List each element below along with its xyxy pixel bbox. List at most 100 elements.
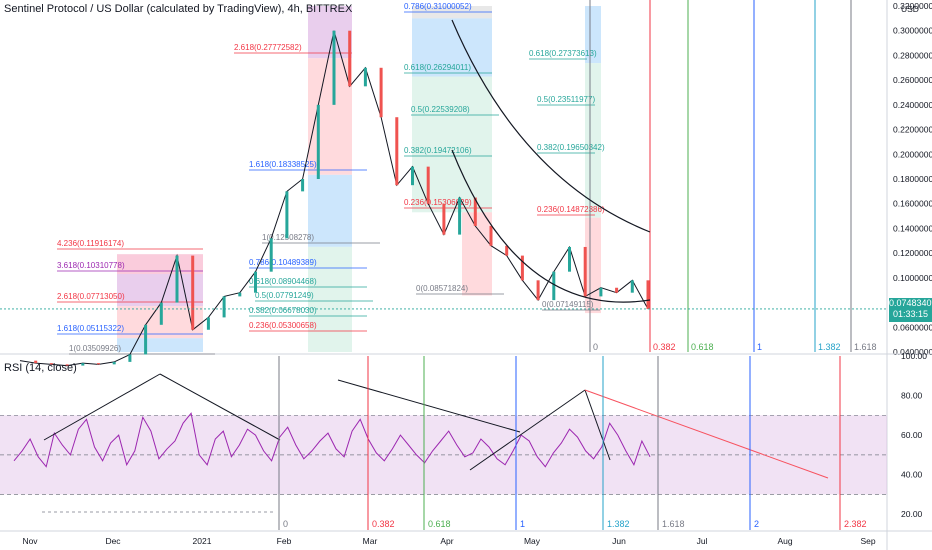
rsi-trend-line	[584, 389, 611, 461]
price-candle	[285, 191, 289, 239]
fib-zone	[585, 6, 601, 64]
fib-level-label: 4.236(0.11916174)	[57, 239, 124, 248]
time-tick-label: Feb	[277, 536, 292, 546]
time-tick-label: Nov	[22, 536, 38, 546]
fib-level-label: 0.382(0.19650342)	[537, 143, 605, 152]
fib-level-label: 1.618(0.18338525)	[249, 160, 317, 169]
rsi-fib-time-label: 2.382	[844, 519, 867, 529]
price-candle	[238, 292, 242, 297]
fib-level-label: 0.786(0.31000052)	[404, 2, 472, 11]
price-candle	[316, 104, 320, 179]
rsi-fib-time-label: 1.618	[662, 519, 685, 529]
fib-level-label: 0.618(0.27373613)	[529, 49, 597, 58]
fib-level-label: 0.236(0.05300658)	[249, 321, 317, 330]
rsi-tick-label: 60.00	[901, 430, 923, 440]
rsi-trend-line	[469, 389, 586, 471]
fib-zone	[412, 76, 492, 213]
time-tick-label: Dec	[105, 536, 121, 546]
rsi-tick-label: 80.00	[901, 391, 923, 401]
price-candle	[144, 324, 148, 355]
price-candle	[269, 238, 273, 272]
price-candle	[128, 354, 132, 362]
fib-level-label: 0.382(0.06678030)	[249, 306, 317, 315]
price-candle	[112, 361, 116, 365]
fib-level-label: 0.5(0.23511977)	[537, 95, 595, 104]
time-tick-label: Jul	[697, 536, 708, 546]
fib-level-label: 3.618(0.10310778)	[57, 261, 125, 270]
rsi-tick-label: 100.00	[901, 351, 927, 361]
price-candle	[489, 225, 493, 246]
rsi-fib-time-label: 0.618	[428, 519, 451, 529]
fib-time-label: 1.618	[854, 342, 877, 352]
price-candle	[222, 296, 226, 318]
last-price-value: 0.07483409	[889, 298, 932, 308]
price-candle	[65, 364, 69, 366]
price-candle	[426, 166, 430, 204]
price-candle	[615, 287, 619, 293]
trend-arc-lower	[451, 149, 651, 303]
price-candle	[34, 360, 38, 364]
fib-level-label: 1(0.03509926)	[69, 344, 121, 353]
rsi-title: RSI (14, close)	[4, 362, 77, 374]
fib-level-label: 0.618(0.26294011)	[404, 63, 471, 72]
rsi-trend-line	[159, 373, 281, 441]
fib-level-label: 0.382(0.19472106)	[404, 146, 472, 155]
fib-level-label: 0(0.08571824)	[416, 284, 468, 293]
fib-level-label: 0.618(0.08904468)	[249, 277, 317, 286]
price-candle	[646, 280, 650, 309]
price-candle	[458, 197, 462, 235]
price-candle	[332, 30, 336, 105]
time-tick-label: Jun	[612, 536, 626, 546]
price-candle	[568, 246, 571, 272]
price-candle	[536, 280, 540, 301]
price-candle	[442, 203, 446, 235]
price-candle	[49, 363, 53, 365]
price-candle	[159, 302, 163, 325]
fib-zone	[117, 254, 203, 275]
price-candle	[81, 363, 85, 366]
fib-level-label: 2.618(0.27772582)	[234, 43, 302, 52]
time-tick-label: Apr	[440, 536, 453, 546]
time-tick-label: Aug	[777, 536, 792, 546]
price-candle	[379, 67, 383, 118]
time-tick-label: Mar	[363, 536, 378, 546]
price-candle	[583, 246, 587, 297]
fib-level-label: 0.236(0.15306029)	[404, 198, 472, 207]
fib-zone	[462, 212, 492, 296]
rsi-trend-line	[43, 373, 161, 441]
price-candle	[191, 255, 195, 330]
price-line	[19, 30, 649, 367]
price-tick-label: 0.04000000	[893, 347, 932, 357]
fib-zone	[412, 18, 492, 77]
price-candle	[395, 117, 399, 186]
currency-label: USD	[901, 4, 919, 14]
fib-zone	[308, 58, 352, 175]
price-candle	[552, 271, 556, 301]
fib-level-label: 0.5(0.07791249)	[255, 291, 314, 300]
fib-zone	[585, 217, 601, 314]
price-candle	[301, 179, 305, 192]
fib-level-label: 0.786(0.10489389)	[249, 258, 317, 267]
fib-time-label: 1	[757, 342, 762, 352]
fib-time-label: 0.618	[691, 342, 714, 352]
price-candle	[411, 166, 414, 186]
price-candle	[473, 197, 477, 226]
fib-level-label: 0(0.07149115)	[542, 300, 594, 309]
price-candle	[206, 317, 210, 330]
price-candle	[363, 67, 367, 87]
fib-level-label: 1.618(0.05115322)	[57, 324, 124, 333]
rsi-fib-time-label: 2	[754, 519, 759, 529]
price-candle	[630, 280, 634, 293]
rsi-fib-time-label: 0	[283, 519, 288, 529]
price-candle	[505, 245, 509, 256]
